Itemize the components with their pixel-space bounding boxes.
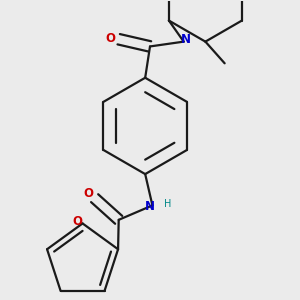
Text: O: O [105, 32, 115, 44]
Text: O: O [73, 214, 83, 227]
Text: O: O [84, 187, 94, 200]
Text: N: N [145, 200, 155, 213]
Text: N: N [181, 33, 191, 46]
Text: H: H [164, 199, 172, 209]
